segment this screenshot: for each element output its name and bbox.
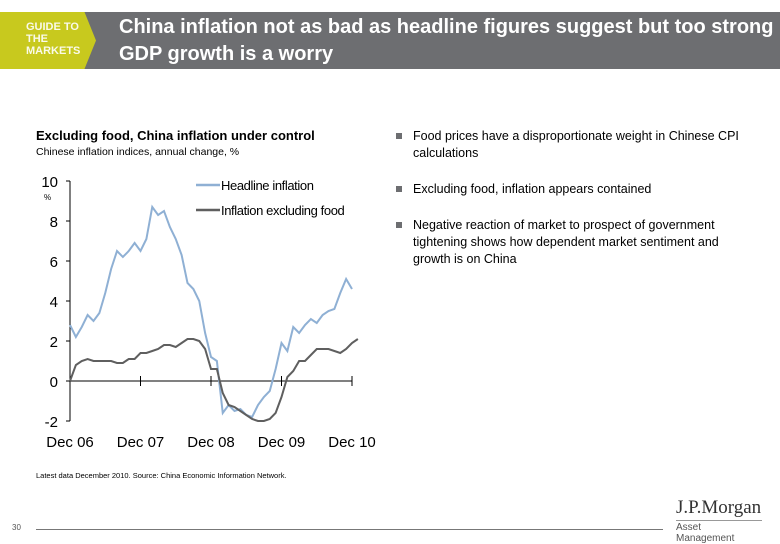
header-bar xyxy=(0,12,780,69)
x-tick-label: Dec 06 xyxy=(46,434,94,451)
y-tick-label: 10 xyxy=(41,174,58,191)
logo-subtitle: Asset Management xyxy=(676,520,762,544)
legend-label: Inflation excluding food xyxy=(221,203,345,218)
guide-badge: GUIDE TO THE MARKETS xyxy=(0,12,96,69)
bullet-list: Food prices have a disproportionate weig… xyxy=(395,128,755,287)
y-axis-unit: % xyxy=(44,193,51,202)
y-tick-label: 6 xyxy=(50,254,58,271)
page-number: 30 xyxy=(12,523,21,532)
chart-title: Excluding food, China inflation under co… xyxy=(36,128,315,143)
y-tick-label: 4 xyxy=(50,294,58,311)
x-tick-label: Dec 10 xyxy=(328,434,376,451)
footer-divider xyxy=(36,529,663,530)
bullet-item: Food prices have a disproportionate weig… xyxy=(395,128,755,162)
legend-label: Headline inflation xyxy=(221,178,314,193)
inflation-chart: -2 0 2 4 6 8 10% Dec 06 Dec 07 Dec 08 Dec 09 Dec 10… xyxy=(41,174,376,451)
x-tick-label: Dec 07 xyxy=(117,434,165,451)
series-line-headline xyxy=(69,204,353,419)
bullet-item: Excluding food, inflation appears contai… xyxy=(395,181,755,198)
y-tick-label: 0 xyxy=(50,374,58,391)
y-tick-label: -2 xyxy=(45,414,58,431)
x-tick-label: Dec 09 xyxy=(258,434,306,451)
series-line-excluding-food xyxy=(69,338,359,422)
y-tick-label: 8 xyxy=(50,214,58,231)
bullet-icon xyxy=(396,186,402,192)
x-tick-label: Dec 08 xyxy=(187,434,235,451)
jpmorgan-logo: J.P.Morgan xyxy=(676,497,762,518)
chart-subtitle: Chinese inflation indices, annual change… xyxy=(36,146,240,158)
bullet-item: Negative reaction of market to prospect … xyxy=(395,217,755,268)
bullet-icon xyxy=(396,133,402,139)
bullet-icon xyxy=(396,222,402,228)
page-title: China inflation not as bad as headline f… xyxy=(119,16,774,65)
y-tick-label: 2 xyxy=(50,334,58,351)
source-note: Latest data December 2010. Source: China… xyxy=(36,471,287,480)
